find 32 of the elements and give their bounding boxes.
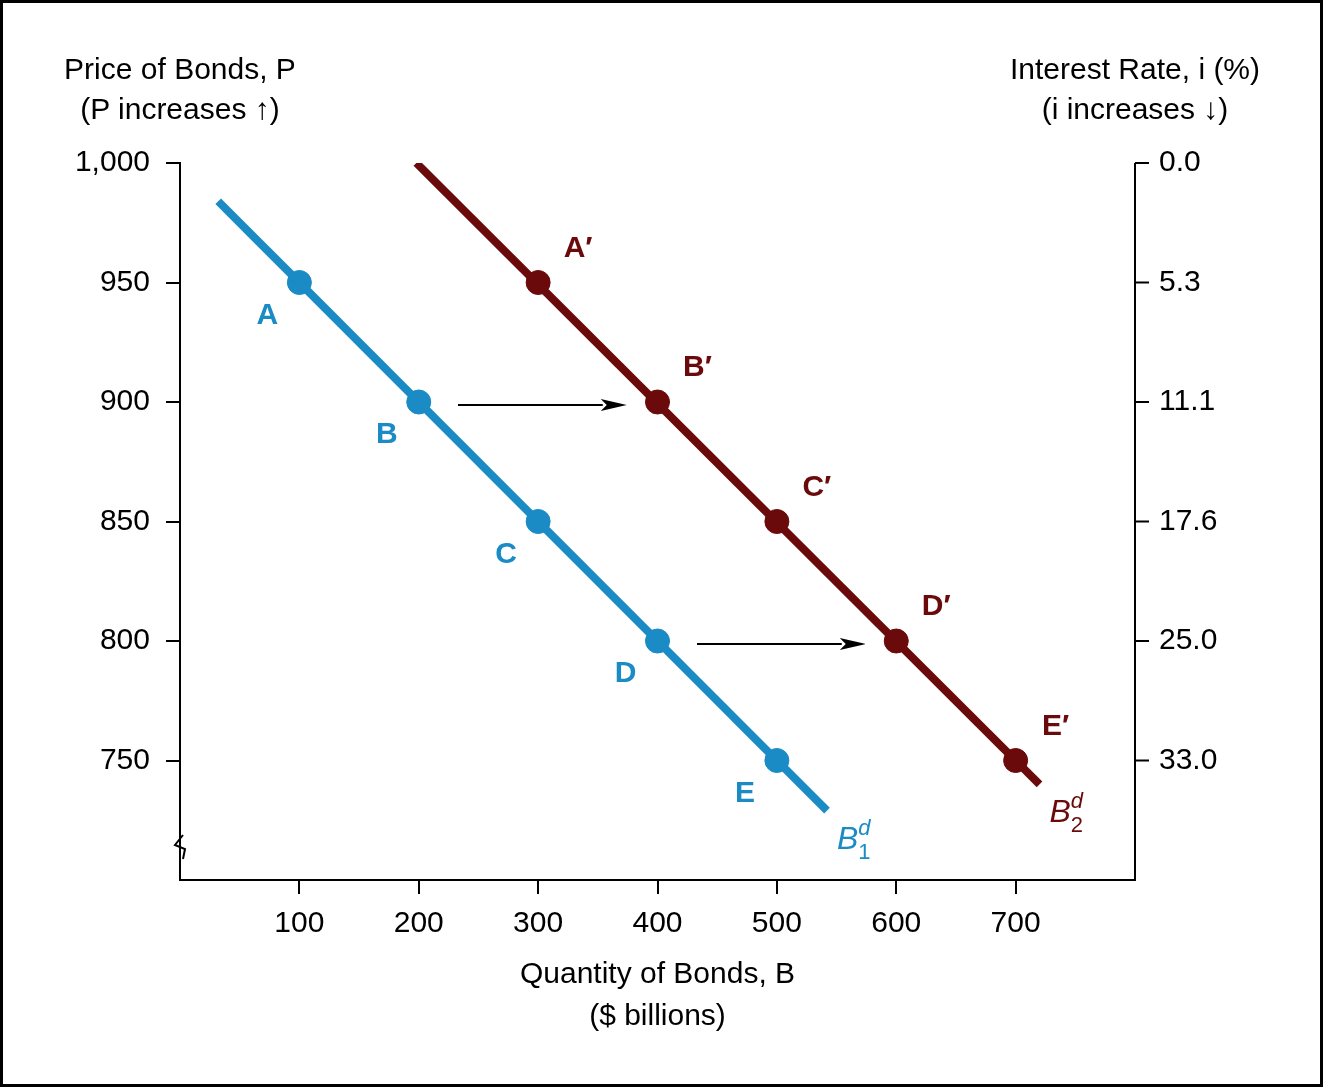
y2-axis-title: Interest Rate, i (%) (i increases ↓) [1008,51,1262,127]
y-tick-label: 800 [99,622,150,656]
text: 0.0 [1159,144,1201,178]
x-axis-title: Quantity of Bonds, B ($ billions) [518,955,797,1033]
y-tick-label: 900 [99,383,150,417]
y-tick-label: 1,000 [74,144,150,178]
x-tick-label: 200 [393,905,444,939]
x-tick-label: 100 [274,905,325,939]
text: 5.3 [1159,263,1201,297]
x-tick-label: 700 [990,905,1041,939]
y-tick-label: 750 [99,741,150,775]
x-tick-label: 500 [751,905,802,939]
annotation: D [614,655,637,689]
annotation: E [734,774,755,808]
annotation: B′ [683,349,712,383]
annotation: A [256,296,279,330]
text: 17.6 [1159,502,1218,536]
annotation: B [375,416,398,450]
y-axis-title: Price of Bonds, P (P increases ↑) [63,51,297,127]
text: 11.1 [1159,383,1216,417]
annotation: C′ [802,468,832,502]
x-tick-label: 600 [871,905,922,939]
y-tick-label: 850 [99,502,150,536]
annotation: A′ [563,229,593,263]
y-tick-label: 950 [99,263,150,297]
annotation: D′ [921,588,951,622]
annotation: C [495,535,517,569]
text: 33.0 [1159,741,1218,775]
annotation: E′ [1042,707,1070,741]
x-tick-label: 300 [513,905,564,939]
x-tick-label: 400 [632,905,683,939]
text: 25.0 [1159,622,1218,656]
